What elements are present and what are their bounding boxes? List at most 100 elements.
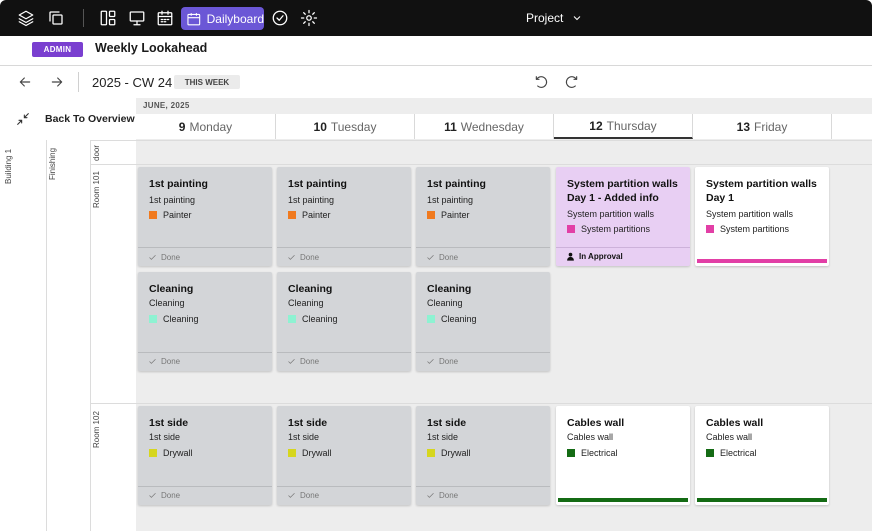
task-subtitle: System partition walls <box>706 209 794 219</box>
task-subtitle: Cables wall <box>567 432 614 442</box>
status-label: Done <box>439 357 459 366</box>
task-title: 1st side <box>288 417 328 429</box>
card-divider <box>556 247 690 248</box>
trade-color-swatch <box>706 449 714 457</box>
layers-icon[interactable] <box>16 8 36 28</box>
task-card[interactable]: 1st side 1st side Drywall Done <box>416 406 550 505</box>
trade-tag: Cleaning <box>288 314 338 324</box>
trade-label: Drywall <box>163 448 193 458</box>
task-title: 1st side <box>427 417 467 429</box>
check-icon <box>427 359 434 364</box>
day-header-friday: 13 Friday <box>693 114 832 139</box>
day-name: Tuesday <box>330 119 377 134</box>
task-card[interactable]: 1st painting 1st painting Painter Done <box>138 167 272 266</box>
trade-label: Cleaning <box>441 314 477 324</box>
trade-color-swatch <box>288 211 296 219</box>
task-status: Done <box>148 491 180 500</box>
redo-button[interactable] <box>563 73 581 91</box>
day-number: 9 <box>178 119 186 134</box>
task-card[interactable]: Cleaning Cleaning Cleaning Done <box>416 272 550 371</box>
task-card[interactable]: 1st side 1st side Drywall Done <box>277 406 411 505</box>
task-card[interactable]: 1st side 1st side Drywall Done <box>138 406 272 505</box>
undo-button[interactable] <box>532 73 550 91</box>
trade-tag: Drywall <box>149 448 193 458</box>
row-divider <box>90 164 872 165</box>
task-title: Cleaning <box>288 283 333 295</box>
task-title: 1st painting <box>427 178 486 190</box>
task-card[interactable]: System partition walls Day 1 System part… <box>695 167 829 266</box>
task-subtitle: 1st side <box>288 432 320 442</box>
trade-tag: Drywall <box>427 448 471 458</box>
trade-label: Cleaning <box>302 314 338 324</box>
presentation-icon[interactable] <box>127 8 147 28</box>
card-divider <box>277 352 411 353</box>
check-icon <box>427 255 434 260</box>
task-card[interactable]: 1st painting 1st painting Painter Done <box>416 167 550 266</box>
task-card[interactable]: Cables wall Cables wall Electrical <box>695 406 829 505</box>
trade-color-bar <box>697 498 827 502</box>
check-icon <box>149 255 156 260</box>
task-title: Cables wall <box>706 417 764 429</box>
card-divider <box>416 486 550 487</box>
task-status: Done <box>287 491 319 500</box>
this-week-button[interactable]: THIS WEEK <box>174 75 240 89</box>
trade-color-swatch <box>427 211 435 219</box>
trade-color-bar <box>558 498 688 502</box>
calendar-icon[interactable] <box>155 8 175 28</box>
gear-icon[interactable] <box>299 8 319 28</box>
back-to-overview-button[interactable]: Back To Overview <box>15 111 135 127</box>
task-status: Done <box>426 357 458 366</box>
trade-tag: System partitions <box>706 224 789 234</box>
previous-week-button[interactable] <box>16 73 34 91</box>
trade-tag: Drywall <box>288 448 332 458</box>
day-header-wednesday: 11 Wednesday <box>415 114 554 139</box>
trade-label: Drywall <box>441 448 471 458</box>
building-label: Building 1 <box>4 148 13 184</box>
tab-dailyboard[interactable]: Dailyboard <box>181 7 264 30</box>
undo-icon <box>535 76 548 88</box>
trade-tag: Electrical <box>567 448 618 458</box>
trade-color-swatch <box>567 449 575 457</box>
card-divider <box>138 247 272 248</box>
toolbar-divider <box>83 9 84 27</box>
task-card[interactable]: Cleaning Cleaning Cleaning Done <box>277 272 411 371</box>
day-name: Wednesday <box>460 119 524 134</box>
next-week-button[interactable] <box>48 73 66 91</box>
card-divider <box>138 352 272 353</box>
layout-icon[interactable] <box>98 8 118 28</box>
trade-color-swatch <box>149 211 157 219</box>
trade-tag: Electrical <box>706 448 757 458</box>
task-subtitle: 1st side <box>427 432 459 442</box>
task-card[interactable]: 1st painting 1st painting Painter Done <box>277 167 411 266</box>
status-label: Done <box>300 357 320 366</box>
row-divider <box>90 403 872 404</box>
trade-label: Painter <box>163 210 192 220</box>
task-subtitle: 1st painting <box>427 195 474 205</box>
tab-dailyboard-label: Dailyboard <box>206 11 264 26</box>
day-header-monday: 9 Monday <box>136 114 276 139</box>
task-card[interactable]: Cleaning Cleaning Cleaning Done <box>138 272 272 371</box>
day-header-overflow <box>832 114 872 139</box>
project-dropdown[interactable]: Project <box>526 11 583 25</box>
task-subtitle: System partition walls <box>567 209 655 219</box>
task-status: Done <box>287 357 319 366</box>
status-label: In Approval <box>579 252 623 261</box>
card-divider <box>416 352 550 353</box>
trade-tag: Painter <box>288 210 331 220</box>
back-to-overview-label: Back To Overview <box>45 113 135 125</box>
task-status: Done <box>426 491 458 500</box>
copy-icon[interactable] <box>46 8 66 28</box>
redo-icon <box>565 76 578 88</box>
check-circle-icon[interactable] <box>270 8 290 28</box>
task-subtitle: Cleaning <box>427 298 463 308</box>
calendar-week-label: 2025 - CW 24 <box>92 75 173 90</box>
row-label-door: door <box>92 144 101 161</box>
day-number: 12 <box>589 118 603 133</box>
task-title: Cables wall <box>567 417 625 429</box>
task-subtitle: Cleaning <box>288 298 324 308</box>
task-card[interactable]: System partition walls Day 1 - Added inf… <box>556 167 690 266</box>
task-status: Done <box>287 253 319 262</box>
task-card[interactable]: Cables wall Cables wall Electrical <box>556 406 690 505</box>
task-title: System partition walls Day 1 - Added inf… <box>567 178 678 204</box>
trade-tag: Painter <box>149 210 192 220</box>
